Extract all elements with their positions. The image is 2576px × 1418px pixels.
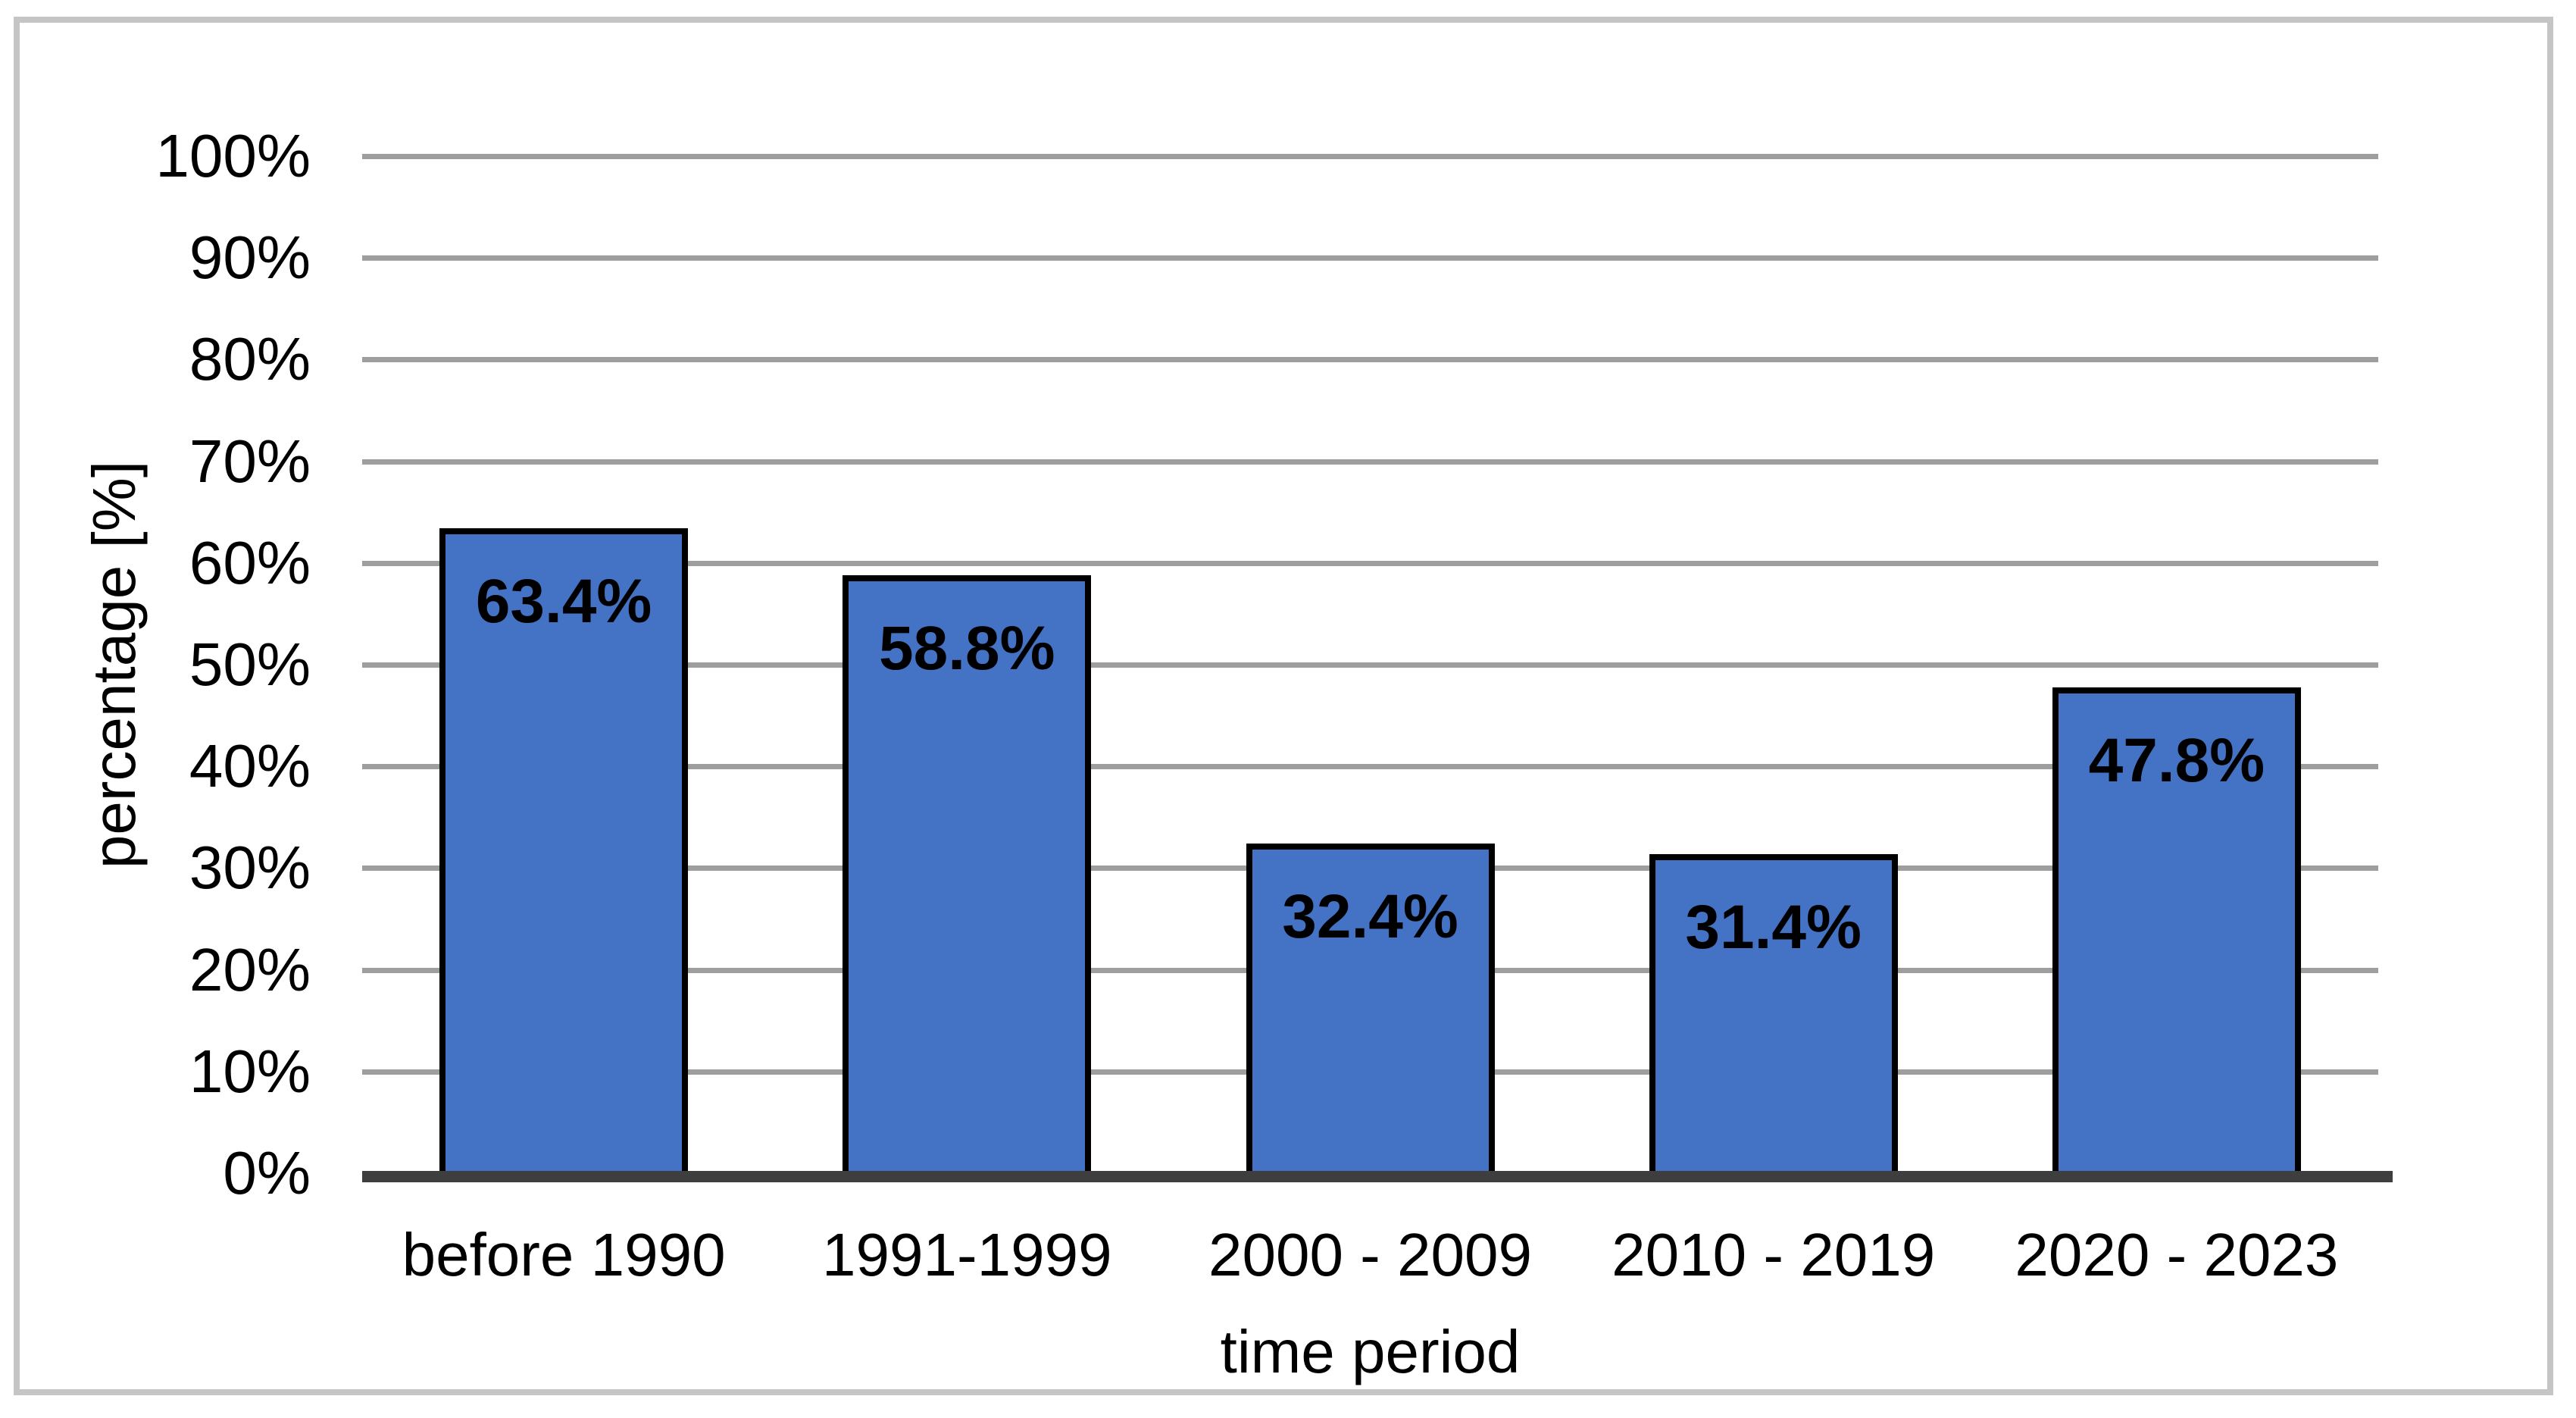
bar: 63.4% <box>439 528 689 1181</box>
x-tick-label: 2000 - 2009 <box>1208 1221 1532 1288</box>
bar-value-label: 58.8% <box>879 613 1055 683</box>
bar: 58.8% <box>843 574 1092 1181</box>
gridline <box>362 255 2378 261</box>
y-tick-label: 60% <box>189 528 311 596</box>
gridline <box>362 764 2378 770</box>
y-tick-label: 20% <box>189 935 311 1003</box>
gridline <box>362 560 2378 566</box>
x-tick-label: 1991-1999 <box>821 1221 1112 1288</box>
x-tick-label: 2020 - 2023 <box>2015 1221 2339 1288</box>
y-tick-label: 40% <box>189 732 311 800</box>
bar: 47.8% <box>2052 687 2301 1181</box>
y-tick-label: 50% <box>189 631 311 698</box>
gridline <box>362 154 2378 159</box>
bar-value-label: 31.4% <box>1685 892 1862 962</box>
y-tick-label: 70% <box>189 427 311 495</box>
bar: 32.4% <box>1246 844 1495 1181</box>
x-tick-label: 2010 - 2019 <box>1612 1221 1936 1288</box>
y-tick-label: 30% <box>189 834 311 902</box>
gridline <box>362 662 2378 668</box>
bar: 31.4% <box>1649 853 1898 1181</box>
gridline <box>362 459 2378 465</box>
bar-value-label: 32.4% <box>1282 882 1458 952</box>
bar-value-label: 63.4% <box>475 567 652 637</box>
x-tick-label: before 1990 <box>402 1221 726 1288</box>
y-tick-label: 0% <box>223 1139 311 1207</box>
x-axis-title: time period <box>1220 1318 1521 1385</box>
bar-value-label: 47.8% <box>2088 725 2265 795</box>
y-tick-label: 100% <box>155 122 311 189</box>
y-axis-title: percentage [%] <box>80 460 148 869</box>
y-tick-label: 90% <box>189 224 311 292</box>
y-tick-label: 10% <box>189 1037 311 1105</box>
gridline <box>362 357 2378 363</box>
y-tick-label: 80% <box>189 325 311 393</box>
x-axis-line <box>362 1171 2393 1182</box>
